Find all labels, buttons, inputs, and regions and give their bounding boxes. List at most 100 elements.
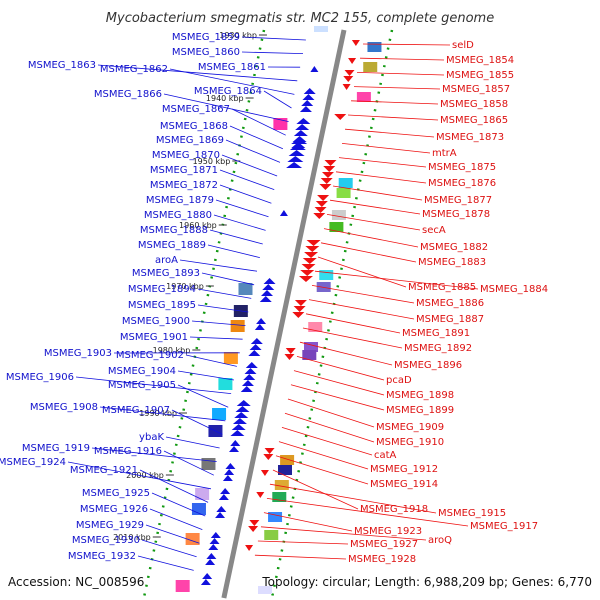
forward-gene-arrow <box>216 506 227 512</box>
gene-tracks: 1930 kbp 1940 kbp 1950 kbp 1960 kbp 1970 kbp… <box>113 26 394 599</box>
forward-gene-arrow <box>295 124 310 130</box>
scale-tick-label: 2000 kbp <box>126 471 164 480</box>
reverse-gene-arrow <box>323 166 336 172</box>
label-connector-left <box>139 469 209 503</box>
reverse-gene-arrow <box>249 520 260 526</box>
gene-labels: MSMEG_1859 MSMEG_1860 MSMEG_1861 MSMEG_1863… <box>0 32 548 565</box>
reverse-gene-arrow <box>248 526 259 532</box>
forward-gene-arrow <box>218 494 229 500</box>
genome-axis <box>221 29 347 599</box>
label-connector-right <box>363 43 451 46</box>
gene-label-right: MSMEG_1882 <box>420 242 488 253</box>
scale-tick-label: 1960 kbp <box>179 221 217 230</box>
topology-text: Topology: circular; Length: 6,988,209 bp… <box>261 575 592 589</box>
forward-gene-arrow <box>279 210 288 216</box>
reverse-gene-arrow <box>306 240 321 246</box>
feature-block <box>218 378 233 390</box>
gene-label-right: catA <box>374 450 397 461</box>
forward-gene-arrow <box>244 368 257 374</box>
gene-label-left: MSMEG_1864 <box>194 86 262 97</box>
forward-gene-arrow <box>222 475 233 481</box>
forward-gene-arrow <box>301 100 314 106</box>
label-connector-left <box>67 461 212 490</box>
reverse-gene-arrow <box>321 172 334 178</box>
map-title: Mycobacterium smegmatis str. MC2 155, co… <box>106 11 494 26</box>
forward-gene-arrow <box>240 386 253 392</box>
feature-block <box>308 322 323 332</box>
reverse-gene-arrow <box>315 201 328 207</box>
forward-gene-arrow <box>225 463 236 469</box>
label-connector-right <box>323 228 419 248</box>
label-connector-right <box>354 86 441 90</box>
label-connector-left <box>177 384 229 408</box>
label-connector-right <box>308 299 415 320</box>
gene-label-left: MSMEG_1860 <box>172 47 240 58</box>
label-connector-left <box>75 376 232 394</box>
gene-label-right: MSMEG_1928 <box>348 554 416 565</box>
feature-block <box>367 42 382 52</box>
forward-gene-arrow <box>254 324 265 330</box>
label-connector-right <box>338 157 427 168</box>
forward-gene-arrow <box>230 430 245 436</box>
label-connector-left <box>219 169 275 190</box>
gene-label-left: MSMEG_1925 <box>82 488 150 499</box>
feature-block <box>274 480 289 490</box>
forward-gene-arrow <box>250 338 263 344</box>
label-connector-right <box>314 270 479 290</box>
reverse-gene-arrow <box>317 195 330 201</box>
reverse-gene-arrow <box>302 258 317 264</box>
gene-label-right: MSMEG_1858 <box>440 99 508 110</box>
forward-gene-arrow <box>208 544 219 550</box>
scale-tick-label: 1970 kbp <box>166 282 204 291</box>
gene-label-left: MSMEG_1924 <box>0 457 66 468</box>
gene-label-left: MSMEG_1902 <box>116 350 184 361</box>
label-connector-left <box>197 304 249 313</box>
label-connector-left <box>201 272 255 286</box>
forward-gene-arrow <box>215 512 226 518</box>
gene-label-right: MSMEG_1883 <box>418 257 486 268</box>
label-connector-left <box>165 436 220 449</box>
forward-gene-arrow <box>224 469 235 475</box>
reverse-gene-arrow <box>324 160 337 166</box>
label-connector-right <box>335 171 427 184</box>
gene-label-left: MSMEG_1900 <box>122 316 190 327</box>
label-connector-left <box>163 93 289 122</box>
forward-gene-arrow <box>261 290 274 296</box>
label-connector-right <box>311 285 415 304</box>
label-connector-left <box>191 320 246 326</box>
label-connector-right <box>287 398 375 428</box>
feature-block <box>314 26 328 32</box>
gene-label-right: MSMEG_1917 <box>470 521 538 532</box>
reverse-gene-arrow <box>300 270 315 276</box>
forward-gene-arrow <box>299 106 312 112</box>
feature-block <box>258 586 272 594</box>
feature-block <box>277 465 292 475</box>
label-connector-right <box>290 384 385 411</box>
feature-block <box>363 62 378 72</box>
forward-gene-arrow <box>235 406 250 412</box>
label-connector-left <box>209 229 263 245</box>
reverse-gene-arrow <box>284 354 295 360</box>
label-connector-right <box>344 128 435 138</box>
label-connector-left <box>221 154 278 177</box>
feature-block <box>338 178 353 188</box>
gene-label-right: MSMEG_1910 <box>376 437 444 448</box>
label-connector-left <box>141 539 197 558</box>
gene-label-left: MSMEG_1903 <box>44 348 112 359</box>
label-connector-left <box>207 244 260 258</box>
forward-gene-arrow <box>210 532 221 538</box>
forward-gene-arrow <box>288 150 305 156</box>
forward-gene-arrow <box>245 362 258 368</box>
reverse-gene-arrow <box>285 348 296 354</box>
label-connector-right <box>263 512 353 532</box>
gene-label-right: selD <box>452 40 474 51</box>
label-connector-right <box>348 114 439 121</box>
reverse-gene-arrow <box>301 264 316 270</box>
gene-label-left: MSMEG_1872 <box>150 180 218 191</box>
gene-label-left: MSMEG_1895 <box>128 300 196 311</box>
label-connector-right <box>272 469 359 510</box>
gene-label-right: MSMEG_1876 <box>428 178 496 189</box>
gene-label-right: secA <box>422 225 446 236</box>
forward-gene-arrow <box>236 400 251 406</box>
gene-label-right: MSMEG_1875 <box>428 162 496 173</box>
